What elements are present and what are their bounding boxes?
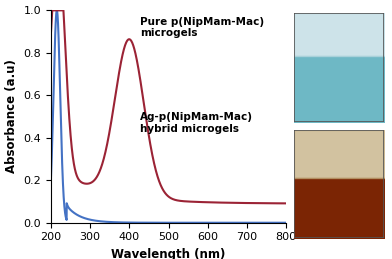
Text: Pure p(NipMam-Mac)
microgels: Pure p(NipMam-Mac) microgels (140, 17, 265, 38)
X-axis label: Wavelength (nm): Wavelength (nm) (111, 248, 226, 259)
Y-axis label: Absorbance (a.u): Absorbance (a.u) (5, 60, 18, 174)
Text: Ag-p(NipMam-Mac)
hybrid microgels: Ag-p(NipMam-Mac) hybrid microgels (140, 112, 253, 134)
